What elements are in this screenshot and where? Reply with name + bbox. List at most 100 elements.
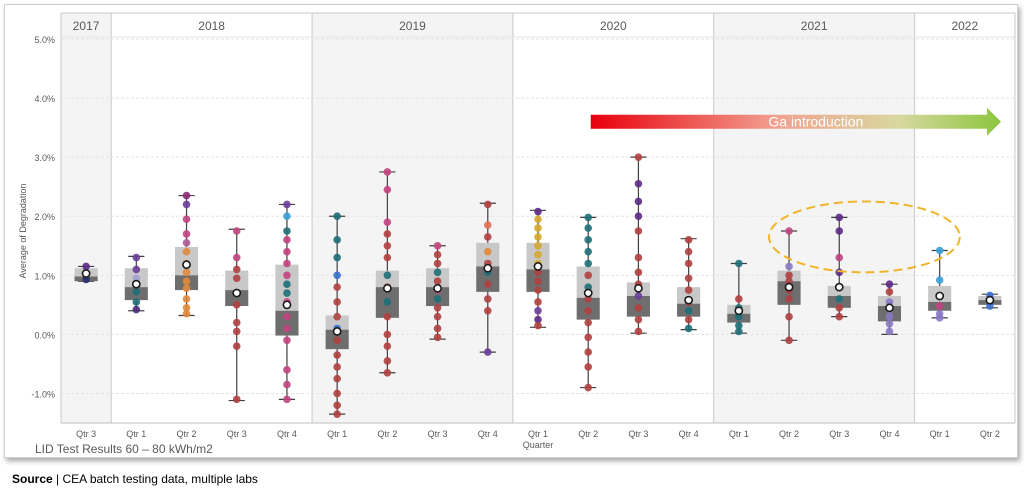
degradation-box-plot: 2017 2018 2019 2020 2021 2022 -1.0% 0.0% 1.0% 2.0… [18,12,1016,450]
data-point [383,241,392,250]
y-axis-title: Average of Degradation [18,184,28,279]
year-band-2019 [312,13,513,423]
data-point [684,274,693,283]
data-point [634,304,643,312]
data-point [634,197,643,206]
data-point [534,315,542,324]
data-point [584,318,593,327]
data-point [283,280,291,288]
ga-introduction-arrow [590,107,1001,136]
data-point [584,348,593,356]
data-point [383,185,392,194]
data-point [333,283,341,291]
data-point [232,253,241,262]
mean-marker [232,288,242,298]
x-axis-title: Quarter [523,440,554,450]
data-point [333,212,341,221]
data-point [534,277,542,286]
mean-marker [734,306,744,316]
box-upper-quartile [677,287,701,304]
quarter-tick-label: Qtr 3 [227,429,247,439]
box-lower-quartile [275,310,299,336]
quarter-tick-label: Qtr 2 [377,429,397,439]
data-point [283,212,291,221]
data-point [383,368,392,377]
data-point [383,218,392,226]
data-point [634,327,643,336]
mean-marker [182,260,191,270]
data-point [584,247,593,256]
data-point [634,253,643,262]
data-point [835,295,844,303]
mean-marker [935,291,945,301]
data-point [433,241,442,250]
data-point [483,295,492,303]
data-point [333,312,341,321]
data-point [735,312,743,321]
quarter-tick-label: Qtr 1 [327,429,347,439]
data-point [534,298,542,306]
data-point [232,342,241,351]
data-point [333,410,341,418]
data-point [283,247,291,256]
data-point [935,314,944,322]
mean-marker [684,295,694,305]
mean-marker [634,283,643,293]
quarter-tick-label: Qtr 2 [177,429,197,439]
data-point [182,247,191,256]
data-point [634,212,643,221]
quarter-tick-label: Qtr 2 [779,429,799,439]
data-point [182,230,191,238]
data-point [132,274,141,283]
mean-marker [81,269,91,278]
data-point [283,271,291,280]
data-point [283,395,291,404]
data-point [182,309,191,318]
year-band-2021 [713,13,915,423]
box-upper-quartile [325,315,349,330]
data-point [584,259,593,268]
y-tick-label: 1.0% [34,271,55,281]
data-point [232,318,241,327]
data-point [283,324,291,333]
data-point [885,280,894,288]
mean-marker [834,282,844,292]
source-text: CEA batch testing data, multiple labs [62,472,258,486]
data-point [433,268,442,277]
data-point [534,241,542,250]
data-point [483,280,492,288]
data-point [986,302,994,310]
data-point [735,327,743,336]
data-point [383,342,392,351]
data-point [584,213,593,222]
quarter-tick-label: Qtr 1 [930,429,950,439]
data-point [684,324,693,333]
y-tick-label: 3.0% [34,153,55,163]
data-point [383,230,392,238]
data-point [182,268,191,277]
source-label: Source [12,472,53,486]
quarter-tick-label: Qtr 4 [879,429,899,439]
data-point [684,259,693,268]
data-point [584,383,593,392]
data-point [584,236,593,244]
mean-marker [282,300,292,310]
box-lower-quartile [476,266,500,292]
data-point [232,301,241,309]
data-point [584,333,593,342]
data-point [534,286,542,294]
year-label-2019: 2019 [399,19,426,33]
data-point [383,168,392,176]
quarter-tick-label: Qtr 3 [829,429,849,439]
data-point [534,321,542,330]
data-point [885,288,894,296]
data-point [634,268,643,277]
data-point [383,298,392,306]
data-point [232,227,241,235]
chart-subtitle: LID Test Results 60 – 80 kWh/m2 [35,442,213,456]
data-point [785,312,793,321]
data-point [684,315,693,324]
data-point [885,312,894,321]
data-point [433,277,442,286]
data-point [333,374,341,383]
